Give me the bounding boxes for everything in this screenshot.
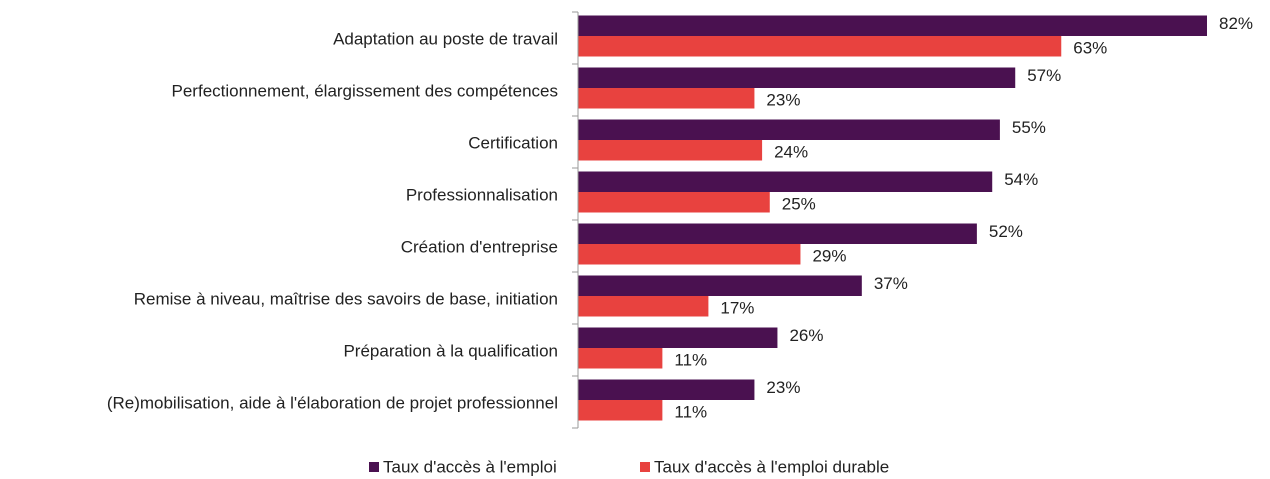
- value-label: 11%: [674, 403, 707, 422]
- legend-label: Taux d'accès à l'emploi: [383, 457, 557, 476]
- value-label: 25%: [782, 195, 816, 214]
- value-label: 55%: [1012, 118, 1046, 137]
- category-label: Adaptation au poste de travail: [333, 29, 558, 48]
- value-label: 37%: [874, 274, 908, 293]
- category-label: (Re)mobilisation, aide à l'élaboration d…: [107, 393, 558, 412]
- bar: [578, 379, 755, 400]
- value-label: 52%: [989, 222, 1023, 241]
- bar: [578, 88, 755, 109]
- value-label: 24%: [774, 143, 808, 162]
- legend-swatch: [640, 462, 650, 472]
- bar: [578, 192, 770, 213]
- value-label: 17%: [720, 299, 754, 318]
- bar: [578, 36, 1062, 57]
- value-label: 54%: [1004, 170, 1038, 189]
- bar: [578, 400, 663, 421]
- category-label: Professionnalisation: [406, 185, 558, 204]
- value-label: 63%: [1073, 39, 1107, 58]
- value-label: 29%: [812, 247, 846, 266]
- category-label: Préparation à la qualification: [343, 341, 558, 360]
- bar: [578, 296, 709, 317]
- bar: [578, 119, 1000, 140]
- bar: [578, 67, 1016, 88]
- value-label: 82%: [1219, 14, 1253, 33]
- bar: [578, 140, 763, 161]
- legend-label: Taux d'accès à l'emploi durable: [654, 457, 889, 476]
- bar: [578, 171, 993, 192]
- bar: [578, 327, 778, 348]
- bar: [578, 348, 663, 369]
- value-label: 11%: [674, 351, 707, 370]
- category-label: Certification: [468, 133, 558, 152]
- bar: [578, 223, 977, 244]
- category-label: Remise à niveau, maîtrise des savoirs de…: [134, 289, 558, 308]
- bar: [578, 15, 1207, 36]
- category-label: Perfectionnement, élargissement des comp…: [172, 81, 558, 100]
- value-label: 23%: [766, 378, 800, 397]
- category-label: Création d'entreprise: [401, 237, 558, 256]
- value-label: 26%: [789, 326, 823, 345]
- value-label: 57%: [1027, 66, 1061, 85]
- value-label: 23%: [766, 91, 800, 110]
- bar: [578, 244, 801, 265]
- legend-swatch: [369, 462, 379, 472]
- bar: [578, 275, 862, 296]
